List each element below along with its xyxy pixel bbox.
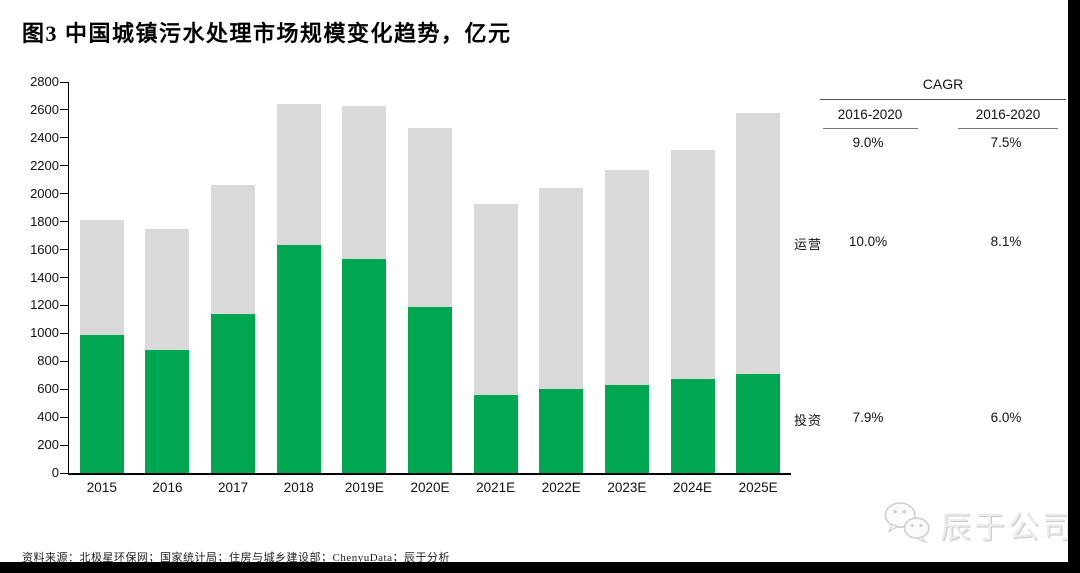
bar-segment-operation-2019E xyxy=(342,105,387,260)
plot-area: 0 200 400 600 800 1000 1200 1400 1600 1800 2000 220… xyxy=(30,74,791,495)
y-axis-label: 2800 xyxy=(30,74,59,89)
cagr-col2-rule xyxy=(958,128,1058,129)
y-axis-label: 200 xyxy=(37,437,59,453)
bar-segment-operation-2018 xyxy=(276,104,321,246)
y-axis-tick xyxy=(60,277,68,278)
cagr-col1-header: 2016-2020 xyxy=(837,107,903,122)
y-axis-tick xyxy=(60,221,68,223)
cagr-row-label-operation: 运营 xyxy=(794,237,823,252)
y-axis-label: 2600 xyxy=(30,101,59,117)
x-axis-label: 2022E xyxy=(541,480,581,495)
y-axis-tick xyxy=(60,304,68,306)
bar-segment-operation-2015 xyxy=(79,220,124,335)
figure-title: 图3 中国城镇污水处理市场规模变化趋势，亿元 xyxy=(22,21,512,46)
cagr-investment-col1: 7.9% xyxy=(852,410,884,425)
y-axis-tick xyxy=(60,81,68,83)
cagr-operation-col2: 8.1% xyxy=(990,234,1022,249)
source-note: 资料来源：北极星环保网；国家统计局；住房与城乡建设部；ChenyuData；辰于… xyxy=(22,552,450,564)
y-axis-tick xyxy=(60,472,68,474)
x-axis-label: 2015 xyxy=(86,480,117,495)
y-axis-label: 2000 xyxy=(30,185,59,201)
x-axis-label: 2020E xyxy=(410,480,450,495)
y-axis-tick xyxy=(60,249,68,251)
bar-segment-operation-2022E xyxy=(539,188,584,390)
y-axis-label: 600 xyxy=(37,381,59,397)
brand-name: 辰于公司 xyxy=(940,510,1076,545)
y-axis-tick xyxy=(60,137,68,139)
bar-segment-operation-2023E xyxy=(604,169,649,386)
bar-segment-investment-2024E xyxy=(670,379,715,473)
x-axis-label: 2021E xyxy=(476,480,516,495)
bottom-black-border xyxy=(0,562,1080,573)
y-axis-label: 800 xyxy=(37,353,59,369)
y-axis-tick xyxy=(60,193,68,195)
bar-segment-operation-2016 xyxy=(145,228,190,351)
y-axis-tick xyxy=(60,332,68,334)
y-axis-label: 2200 xyxy=(30,157,59,173)
cagr-total-col1: 9.0% xyxy=(852,135,884,150)
x-axis-label: 2025E xyxy=(738,480,778,495)
bar-segment-operation-2021E xyxy=(473,203,518,395)
x-axis-label: 2024E xyxy=(673,480,713,495)
x-axis-label: 2016 xyxy=(152,480,183,495)
bar-segment-investment-2022E xyxy=(539,389,584,473)
bar-segment-investment-2025E xyxy=(736,373,781,473)
bar-segment-investment-2015 xyxy=(79,334,124,473)
y-axis-label: 1600 xyxy=(30,241,59,257)
y-axis-label: 1000 xyxy=(30,325,59,341)
y-axis-label: 2400 xyxy=(30,129,59,145)
bar-segment-operation-2017 xyxy=(211,185,256,314)
x-axis-label: 2017 xyxy=(218,480,249,495)
y-axis-label: 1400 xyxy=(30,269,59,285)
x-axis-label: 2023E xyxy=(607,480,647,495)
bar-segment-investment-2017 xyxy=(211,313,256,473)
bar-segment-operation-2025E xyxy=(736,112,781,374)
y-axis-tick xyxy=(60,416,68,418)
y-axis-tick xyxy=(60,165,68,167)
bar-segment-investment-2016 xyxy=(145,350,190,473)
y-axis-tick xyxy=(60,444,68,446)
bar-segment-investment-2018 xyxy=(276,245,321,473)
y-axis-tick xyxy=(60,360,68,362)
y-axis-label: 1800 xyxy=(30,213,59,229)
wechat-icon xyxy=(882,500,934,549)
brand-watermark: 辰于公司 xyxy=(882,500,1076,549)
cagr-total-col2: 7.5% xyxy=(990,135,1022,150)
bar-segment-investment-2020E xyxy=(408,306,452,473)
right-black-border xyxy=(1068,0,1080,573)
x-axis-label: 2019E xyxy=(344,480,384,495)
cagr-row-label-investment: 投资 xyxy=(794,413,823,428)
y-axis-tick xyxy=(60,109,68,111)
bar-segment-operation-2020E xyxy=(408,128,452,307)
bar-segment-investment-2021E xyxy=(473,394,518,473)
bar-segment-investment-2023E xyxy=(604,385,649,473)
cagr-col1-rule xyxy=(823,128,918,129)
bar-segment-operation-2024E xyxy=(670,150,715,380)
y-axis-label: 400 xyxy=(37,409,59,425)
x-axis-label: 2018 xyxy=(283,480,314,495)
cagr-operation-col1: 10.0% xyxy=(848,234,888,249)
y-axis-tick xyxy=(60,388,68,390)
cagr-col2-header: 2016-2020 xyxy=(975,107,1041,122)
y-axis-label: 0 xyxy=(51,465,59,480)
bar-segment-investment-2019E xyxy=(342,259,387,473)
cagr-investment-col2: 6.0% xyxy=(990,410,1022,425)
cagr-table-header: CAGR xyxy=(922,76,964,92)
y-axis-label: 1200 xyxy=(30,297,59,313)
cagr-header-rule xyxy=(820,99,1066,100)
